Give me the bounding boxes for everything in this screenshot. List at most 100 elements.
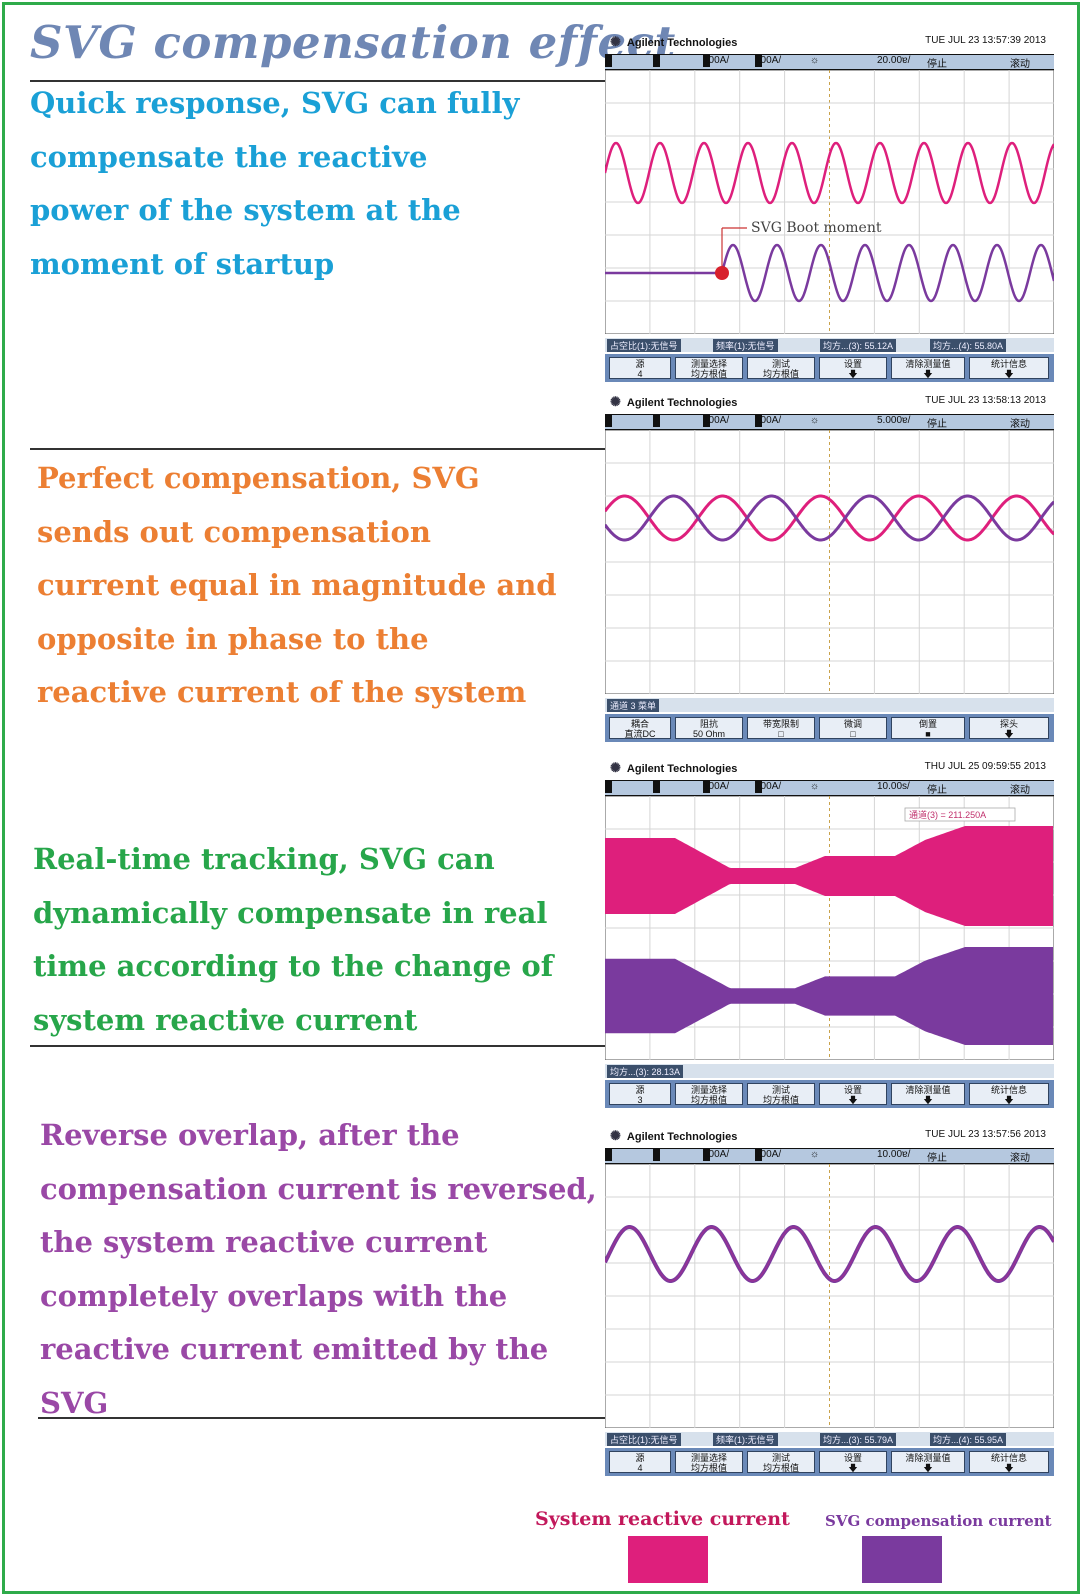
oscilloscope-screenshot-startup: ✺ Agilent Technologies TUE JUL 23 13:57:3… [605,28,1054,384]
svg-compensation-waveform [605,1225,1054,1283]
boot-moment-marker [715,266,729,280]
measurement-item: 频率(1):无信号 [713,339,778,352]
measurement-item: 均方...(3): 55.79A [820,1433,897,1446]
system-reactive-envelope [605,826,1053,926]
acquire-mode: 滚动 [1010,1153,1030,1164]
brand-text: Agilent Technologies [626,37,738,49]
text-line: reactive current of the system [37,675,527,709]
measurement-item: 均方...(4): 55.95A [930,1433,1007,1446]
cursor-readout-box [904,807,1016,822]
softkey-button[interactable]: 清除测量值 🡇 [891,357,965,379]
oscilloscope-screenshot-overlap: ✺ Agilent Technologies TUE JUL 23 13:57:5… [605,1122,1054,1478]
softkey-button[interactable]: 倒置 ■ [891,717,965,739]
softkey-button[interactable]: 测试 均方根值 [747,1451,815,1473]
cursor-readout: 通道(3) = 211.250A [909,809,986,820]
scope-header: ✺ Agilent Technologies THU JUL 25 09:59:5… [605,754,1054,780]
text-line: compensation current is reversed, [40,1171,597,1206]
softkey-button[interactable]: 探头 🡇 [969,717,1049,739]
scope-timestamp: THU JUL 25 09:59:55 2013 [924,761,1046,772]
measurement-item: 均方...(3): 55.12A [820,339,897,352]
softkey-button[interactable]: 清除测量值 🡇 [891,1083,965,1105]
softkey-button[interactable]: 源 3 [609,1083,671,1105]
agilent-logo-icon: ✺ [610,394,621,409]
text-line: dynamically compensate in real [33,895,548,930]
softkey-button[interactable]: 源 4 [609,1451,671,1473]
scope-brand: ✺ Agilent Technologies [610,34,737,50]
softkey-button[interactable]: 清除测量值 🡇 [891,1451,965,1473]
system-reactive-waveform [605,1226,1054,1282]
scope-brand: ✺ Agilent Technologies [610,394,737,410]
run-state: 停止 [927,1153,947,1164]
softkey-row: 源 4 测量选择 均方根值 测试 均方根值 设置 🡇 清除测量值 🡇 统计信息 … [605,354,1054,382]
softkey-button[interactable]: 测试 均方根值 [747,1083,815,1105]
scope-footer: 占空比(1):无信号 频率(1):无信号 均方...(3): 55.12A 均方… [605,338,1054,384]
legend-label-svg: SVG compensation current [825,1512,1052,1530]
softkey-button[interactable]: 测量选择 均方根值 [675,357,743,379]
softkey-button[interactable]: 设置 🡇 [819,1451,887,1473]
softkey-button[interactable]: 测量选择 均方根值 [675,1083,743,1105]
scope-status-bar: 1 100A/ 100A/ ☼ 20.00ɐ/ 停止 滚动 [605,54,1054,70]
acquire-mode: 滚动 [1010,419,1030,430]
run-state: 停止 [927,419,947,430]
text-line: opposite in phase to the [37,621,429,656]
scope-status-bar: 100A/ 100A/ ☼ 10.00ɐ/ 停止 滚动 [605,1148,1054,1164]
text-line: SVG [40,1385,109,1420]
softkey-row: 源 3 测量选择 均方根值 测试 均方根值 设置 🡇 清除测量值 🡇 统计信息 … [605,1080,1054,1108]
agilent-logo-icon: ✺ [610,760,621,775]
measurement-item: 占空比(1):无信号 [607,339,681,352]
run-state: 停止 [927,785,947,796]
softkey-row: 耦合 直流DC 阻抗 50 Ohm 带宽限制 □ 微调 □ 倒置 ■ 探头 🡇 [605,714,1054,742]
softkey-button[interactable]: 设置 🡇 [819,357,887,379]
softkey-button[interactable]: 测量选择 均方根值 [675,1451,743,1473]
boot-moment-label: SVG Boot moment [751,220,882,236]
legend-swatch-system [628,1536,708,1583]
softkey-button[interactable]: 微调 □ [819,717,887,739]
scope-footer: 均方...(3): 28.13A 源 3 测量选择 均方根值 测试 均方根值 设… [605,1064,1054,1110]
softkey-button[interactable]: 阻抗 50 Ohm [675,717,743,739]
acquire-mode: 滚动 [1010,785,1030,796]
text-line: Perfect compensation, SVG [37,461,480,495]
softkey-button[interactable]: 统计信息 🡇 [969,1451,1049,1473]
svg-compensation-waveform [605,494,1054,542]
run-state: 停止 [927,59,947,70]
measurement-item: 均方...(3): 28.13A [607,1065,684,1078]
page-title: SVG compensation effect [30,16,676,69]
scope-header: ✺ Agilent Technologies TUE JUL 23 13:57:3… [605,28,1054,54]
text-line: compensate the reactive [30,139,428,174]
text-line: power of the system at the [30,193,461,227]
text-line: sends out compensation [37,514,431,549]
scope-waveform-screen [605,1164,1054,1428]
divider-rule [30,1045,610,1047]
brand-text: Agilent Technologies [626,1131,738,1143]
measurement-row: 占空比(1):无信号 频率(1):无信号 均方...(3): 55.12A 均方… [605,338,1054,352]
measurement-row: 占空比(1):无信号 频率(1):无信号 均方...(3): 55.79A 均方… [605,1432,1054,1446]
trigger-icon: ☼ [810,1149,820,1160]
brand-text: Agilent Technologies [626,763,738,775]
text-line: time according to the change of [33,949,554,983]
softkey-button[interactable]: 统计信息 🡇 [969,1083,1049,1105]
text-line: Quick response, SVG can fully [30,86,520,120]
trigger-icon: ☼ [810,415,820,426]
section-real-time-tracking: Real-time tracking, SVG can dynamically … [33,833,553,1047]
softkey-button[interactable]: 带宽限制 □ [747,717,815,739]
brand-text: Agilent Technologies [626,397,738,409]
softkey-button[interactable]: 统计信息 🡇 [969,357,1049,379]
oscilloscope-screenshot-tracking: ✺ Agilent Technologies THU JUL 25 09:59:5… [605,754,1054,1110]
measurement-item: 均方...(4): 55.80A [930,339,1007,352]
measurement-item: 频率(1):无信号 [713,1433,778,1446]
scope-status-bar: 100A/ 100A/ ☼ 5.000ɐ/ 停止 滚动 [605,414,1054,430]
softkey-row: 源 4 测量选择 均方根值 测试 均方根值 设置 🡇 清除测量值 🡇 统计信息 … [605,1448,1054,1476]
text-line: system reactive current [33,1002,418,1037]
legend-label-system: System reactive current [535,1508,790,1530]
softkey-button[interactable]: 设置 🡇 [819,1083,887,1105]
waveform-svg: SVG Boot moment [605,70,1054,334]
scope-header: ✺ Agilent Technologies TUE JUL 23 13:58:1… [605,388,1054,414]
softkey-button[interactable]: 源 4 [609,357,671,379]
softkey-button[interactable]: 耦合 直流DC [609,717,671,739]
waveform-svg: 通道(3) = 211.250A [605,796,1054,1060]
text-line: reactive current emitted by the [40,1332,549,1366]
softkey-button[interactable]: 测试 均方根值 [747,357,815,379]
divider-rule [38,1417,616,1419]
section-reverse-overlap: Reverse overlap, after the compensation … [40,1109,597,1430]
text-line: the system reactive current [40,1225,488,1259]
